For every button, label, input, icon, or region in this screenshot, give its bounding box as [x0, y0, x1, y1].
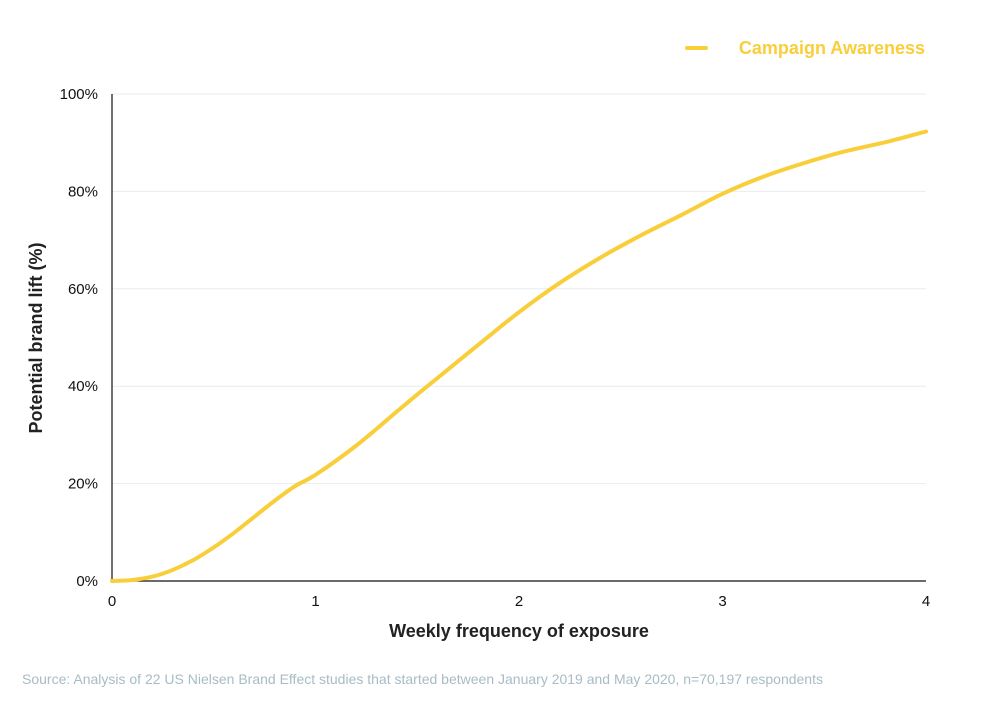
series-line-campaign-awareness: [110, 129, 928, 583]
source-note: Source: Analysis of 22 US Nielsen Brand …: [22, 671, 823, 687]
x-tick-label: 3: [718, 593, 726, 610]
legend-label: Campaign Awareness: [739, 38, 925, 58]
x-axis-title: Weekly frequency of exposure: [389, 621, 649, 641]
x-tick-label: 1: [311, 593, 319, 610]
series-lines: [110, 129, 928, 583]
y-tick-labels: 0% 20% 40% 60% 80% 100%: [60, 86, 98, 590]
grid-lines: [112, 93, 926, 485]
x-tick-label: 2: [515, 593, 523, 610]
y-tick-label: 100%: [60, 86, 98, 103]
x-tick-labels: 0 1 2 3 4: [108, 593, 930, 610]
y-tick-label: 40%: [68, 378, 98, 395]
y-tick-label: 0%: [76, 573, 98, 590]
x-tick-label: 0: [108, 593, 116, 610]
y-tick-label: 20%: [68, 476, 98, 493]
x-tick-label: 4: [922, 593, 930, 610]
y-tick-label: 80%: [68, 183, 98, 200]
axes: [111, 94, 926, 582]
y-tick-label: 60%: [68, 281, 98, 298]
legend: Campaign Awareness: [685, 38, 925, 58]
y-axis-title: Potential brand lift (%): [26, 242, 46, 433]
